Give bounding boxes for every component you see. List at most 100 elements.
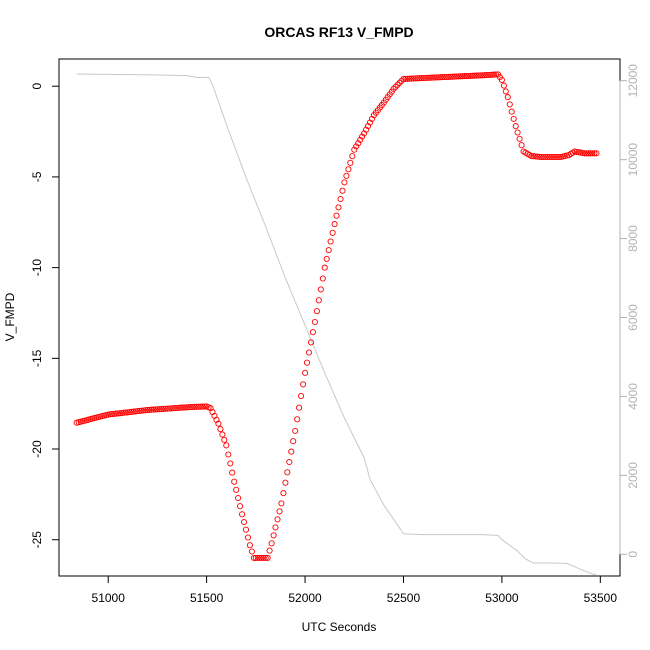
data-point	[551, 153, 559, 161]
data-point	[514, 129, 521, 136]
data-point	[426, 74, 433, 81]
data-point	[528, 153, 535, 160]
data-point	[357, 136, 364, 143]
data-point	[303, 359, 311, 366]
data-point	[193, 403, 200, 410]
data-point	[585, 150, 592, 157]
data-point	[240, 518, 248, 526]
data-point	[227, 460, 234, 467]
data-point	[288, 448, 295, 455]
data-point	[246, 542, 253, 549]
data-point	[244, 534, 252, 541]
data-point	[467, 72, 474, 79]
data-point	[422, 74, 429, 82]
data-point	[485, 71, 492, 79]
data-point	[437, 74, 444, 81]
data-point	[510, 115, 517, 122]
data-point	[439, 74, 446, 81]
data-point	[475, 72, 482, 79]
data-point	[152, 406, 159, 413]
data-point	[550, 153, 557, 161]
data-point	[189, 403, 196, 411]
data-point	[317, 286, 324, 293]
data-point	[136, 407, 143, 414]
data-point	[325, 247, 332, 254]
data-point	[156, 406, 163, 413]
data-point	[593, 150, 600, 157]
data-point	[435, 74, 442, 81]
data-point	[138, 407, 145, 414]
data-point	[392, 83, 399, 90]
data-point	[459, 73, 466, 80]
data-point	[553, 153, 561, 161]
data-point	[237, 503, 244, 510]
data-point	[268, 540, 275, 547]
data-point	[307, 339, 315, 346]
data-point	[406, 75, 413, 82]
data-point	[158, 406, 165, 413]
data-point	[518, 142, 525, 149]
data-point	[449, 73, 456, 80]
data-point	[215, 420, 222, 427]
data-point	[473, 72, 480, 79]
data-point	[116, 410, 124, 417]
data-point	[323, 255, 330, 262]
data-point	[433, 74, 440, 81]
data-point	[414, 75, 421, 82]
data-point	[122, 409, 129, 416]
data-point	[441, 73, 448, 81]
data-point	[162, 405, 169, 412]
data-point	[223, 442, 230, 449]
data-point	[107, 411, 114, 418]
data-point	[309, 329, 316, 336]
data-point	[333, 212, 340, 219]
y-axis-label: V_FMPD	[3, 292, 17, 341]
data-point	[589, 150, 596, 157]
data-point	[150, 406, 157, 413]
data-point	[416, 75, 423, 82]
x-tick-label: 51500	[190, 591, 224, 605]
data-point	[335, 204, 342, 211]
y-tick-label: -25	[30, 531, 44, 549]
data-point	[286, 458, 293, 466]
data-point	[254, 554, 261, 561]
data-point	[443, 73, 450, 81]
data-point	[296, 404, 303, 411]
data-point	[508, 108, 515, 115]
data-point	[305, 349, 313, 356]
data-point	[282, 479, 289, 486]
data-point	[176, 404, 183, 411]
data-point	[276, 508, 283, 515]
data-point	[359, 133, 366, 140]
y2-tick-label: 0	[626, 551, 640, 558]
y2-tick-label: 2000	[626, 462, 640, 489]
y-tick-label: -10	[30, 259, 44, 277]
data-point	[506, 101, 513, 108]
data-point	[343, 172, 350, 179]
data-point	[109, 411, 116, 418]
data-point	[461, 73, 468, 80]
data-point	[347, 159, 354, 166]
data-point	[266, 547, 273, 554]
data-point	[457, 73, 464, 80]
data-point	[498, 76, 505, 83]
x-tick-label: 53500	[584, 591, 618, 605]
data-point	[516, 135, 523, 142]
right-series-layer	[76, 73, 597, 575]
data-point	[195, 403, 202, 410]
data-point	[355, 140, 362, 147]
data-point	[235, 494, 242, 502]
data-point	[270, 532, 277, 539]
y2-tick-label: 12000	[626, 64, 640, 98]
data-point	[146, 406, 153, 413]
y-tick-label: -5	[30, 171, 44, 182]
data-point	[431, 74, 439, 81]
chart-title: ORCAS RF13 V_FMPD	[264, 24, 413, 40]
data-point	[512, 123, 519, 130]
data-point	[463, 73, 470, 80]
data-point	[534, 153, 541, 160]
data-point	[252, 554, 259, 561]
data-point	[429, 74, 437, 81]
data-point	[311, 318, 318, 326]
data-point	[481, 72, 488, 79]
